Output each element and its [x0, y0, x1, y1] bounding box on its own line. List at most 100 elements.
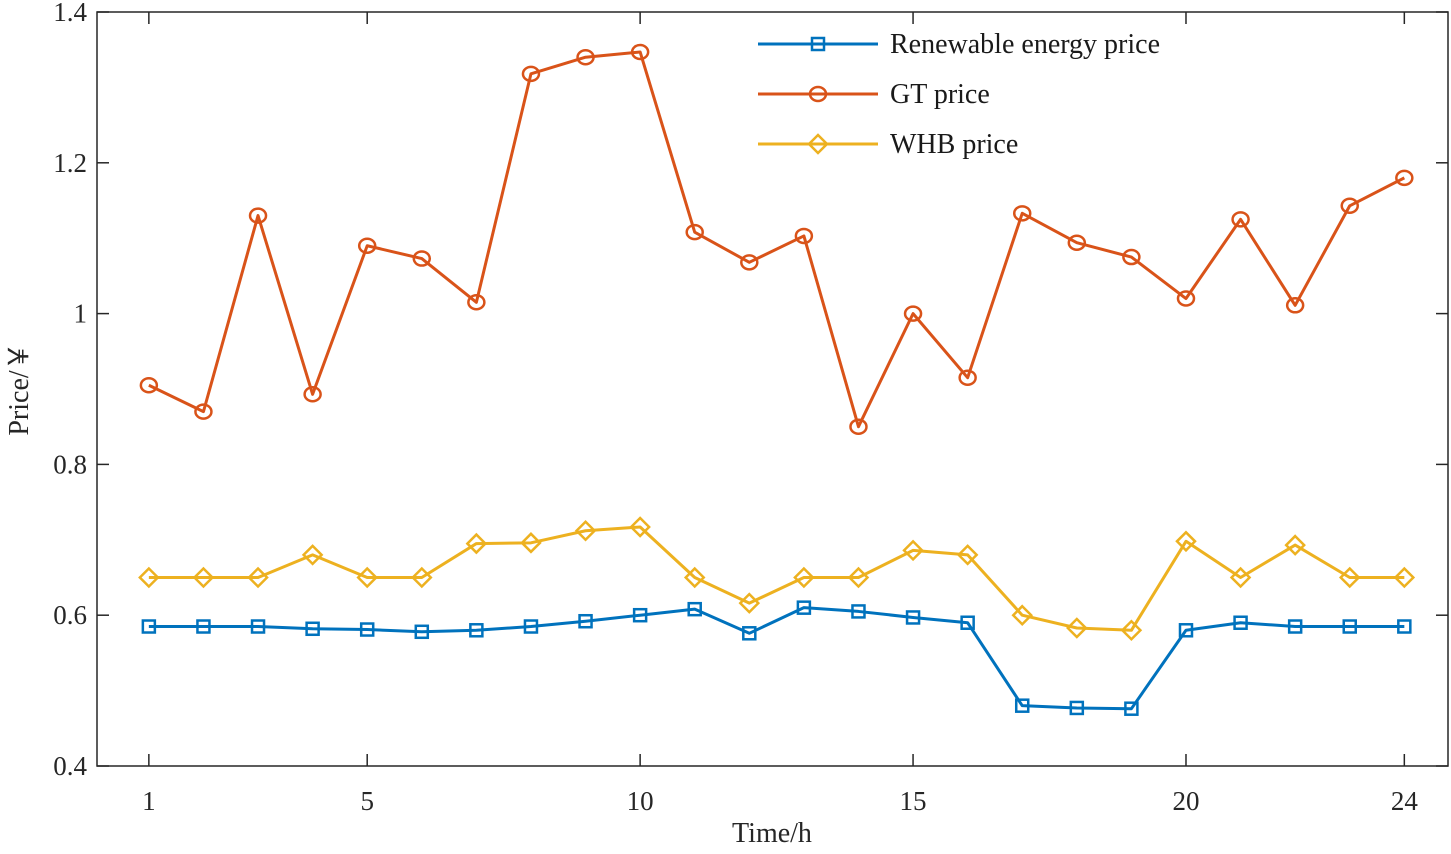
data-point-whb-price — [574, 519, 597, 542]
data-point-renewable-energy-price — [1178, 623, 1194, 638]
data-point-whb-price — [138, 566, 160, 589]
legend-label-renewable-energy-price: Renewable energy price — [890, 29, 1160, 60]
data-point-gt-price — [1231, 211, 1250, 228]
data-point-gt-price — [740, 254, 759, 271]
data-point-gt-price — [412, 250, 432, 267]
legend-label-gt-price: GT price — [890, 79, 990, 110]
data-point-renewable-energy-price — [141, 619, 157, 634]
data-point-renewable-energy-price — [305, 621, 320, 637]
x-tick-label: 5 — [360, 786, 374, 816]
data-point-renewable-energy-price — [1014, 698, 1030, 713]
y-tick-label: 0.4 — [53, 751, 87, 781]
data-point-gt-price — [1176, 290, 1196, 307]
legend-marker-whb-price — [807, 133, 829, 155]
data-point-whb-price — [301, 544, 324, 566]
data-point-gt-price — [576, 48, 595, 66]
data-point-whb-price — [356, 566, 378, 589]
y-tick-label: 0.6 — [53, 600, 87, 630]
data-point-gt-price — [1122, 248, 1141, 266]
data-point-gt-price — [303, 386, 322, 403]
data-point-renewable-energy-price — [742, 626, 757, 641]
x-tick-label: 15 — [900, 786, 927, 816]
x-tick-label: 24 — [1391, 786, 1419, 816]
data-point-gt-price — [357, 237, 377, 254]
data-point-gt-price — [194, 403, 213, 420]
legend-marker-renewable-energy-price — [810, 36, 826, 52]
data-point-whb-price — [683, 566, 706, 589]
series-gt-price — [139, 43, 1414, 435]
data-point-renewable-energy-price — [469, 623, 484, 638]
legend-marker-gt-price — [808, 85, 828, 103]
data-point-renewable-energy-price — [851, 604, 866, 619]
data-point-whb-price — [1338, 566, 1361, 589]
data-point-renewable-energy-price — [1069, 700, 1085, 716]
legend-label-whb-price: WHB price — [890, 129, 1018, 160]
data-point-renewable-energy-price — [414, 624, 430, 640]
data-point-gt-price — [685, 223, 704, 241]
data-point-whb-price — [1120, 619, 1143, 642]
axis-ticks: 1 5 10 15 20 240.40.60.811.21.4 — [53, 0, 1448, 816]
data-point-gt-price — [1012, 205, 1032, 222]
x-tick-label: 1 — [142, 786, 156, 816]
data-point-renewable-energy-price — [687, 601, 702, 617]
data-point-renewable-energy-price — [1397, 619, 1412, 634]
data-point-renewable-energy-price — [1233, 615, 1248, 630]
series-whb-price — [138, 516, 1416, 642]
data-point-gt-price — [849, 418, 868, 435]
series-line-renewable-energy-price — [148, 606, 1405, 711]
data-point-renewable-energy-price — [632, 607, 648, 623]
x-tick-label: 20 — [1172, 786, 1199, 816]
data-point-gt-price — [794, 227, 814, 245]
data-point-renewable-energy-price — [1342, 619, 1357, 634]
data-point-whb-price — [411, 566, 433, 589]
data-point-gt-price — [1067, 234, 1087, 251]
data-point-whb-price — [1011, 604, 1033, 626]
plot-area — [96, 11, 1449, 767]
data-point-whb-price — [520, 532, 542, 554]
data-point-gt-price — [521, 65, 541, 83]
x-tick-label: 10 — [627, 786, 654, 816]
data-point-renewable-energy-price — [960, 615, 975, 630]
data-point-whb-price — [1393, 566, 1416, 589]
data-point-renewable-energy-price — [796, 600, 812, 615]
data-point-gt-price — [1340, 197, 1359, 215]
series-renewable-energy-price — [141, 600, 1412, 716]
data-point-whb-price — [902, 539, 924, 562]
data-point-whb-price — [1066, 617, 1088, 639]
series-line-gt-price — [148, 50, 1406, 429]
data-point-whb-price — [956, 544, 979, 566]
data-point-whb-price — [629, 516, 651, 538]
y-tick-label: 1 — [74, 299, 88, 329]
data-point-renewable-energy-price — [1124, 701, 1139, 716]
data-point-renewable-energy-price — [196, 619, 211, 634]
y-tick-label: 1.4 — [53, 0, 87, 27]
data-point-whb-price — [1229, 566, 1252, 589]
data-point-gt-price — [1285, 297, 1305, 314]
y-tick-label: 0.8 — [53, 449, 87, 479]
data-point-renewable-energy-price — [359, 622, 375, 637]
data-point-gt-price — [1395, 169, 1414, 187]
data-point-renewable-energy-price — [523, 619, 539, 634]
x-axis-title: Time/h — [732, 818, 812, 849]
data-series — [138, 43, 1416, 716]
data-point-whb-price — [1175, 530, 1197, 553]
legend: Renewable energy price GT price WHB price — [758, 29, 1160, 160]
data-point-whb-price — [465, 532, 488, 555]
data-point-gt-price — [467, 294, 486, 311]
data-point-renewable-energy-price — [578, 613, 593, 629]
data-point-whb-price — [847, 566, 870, 589]
data-point-whb-price — [247, 566, 269, 589]
y-tick-label: 1.2 — [53, 148, 87, 178]
data-point-gt-price — [248, 207, 268, 224]
data-point-whb-price — [738, 592, 761, 614]
data-point-renewable-energy-price — [250, 619, 266, 634]
data-point-renewable-energy-price — [1287, 619, 1303, 634]
data-point-gt-price — [903, 305, 923, 322]
data-point-gt-price — [139, 376, 159, 394]
data-point-renewable-energy-price — [905, 610, 921, 625]
data-point-gt-price — [630, 43, 650, 61]
data-point-gt-price — [958, 369, 977, 386]
series-line-whb-price — [148, 525, 1405, 632]
data-point-whb-price — [793, 566, 815, 589]
